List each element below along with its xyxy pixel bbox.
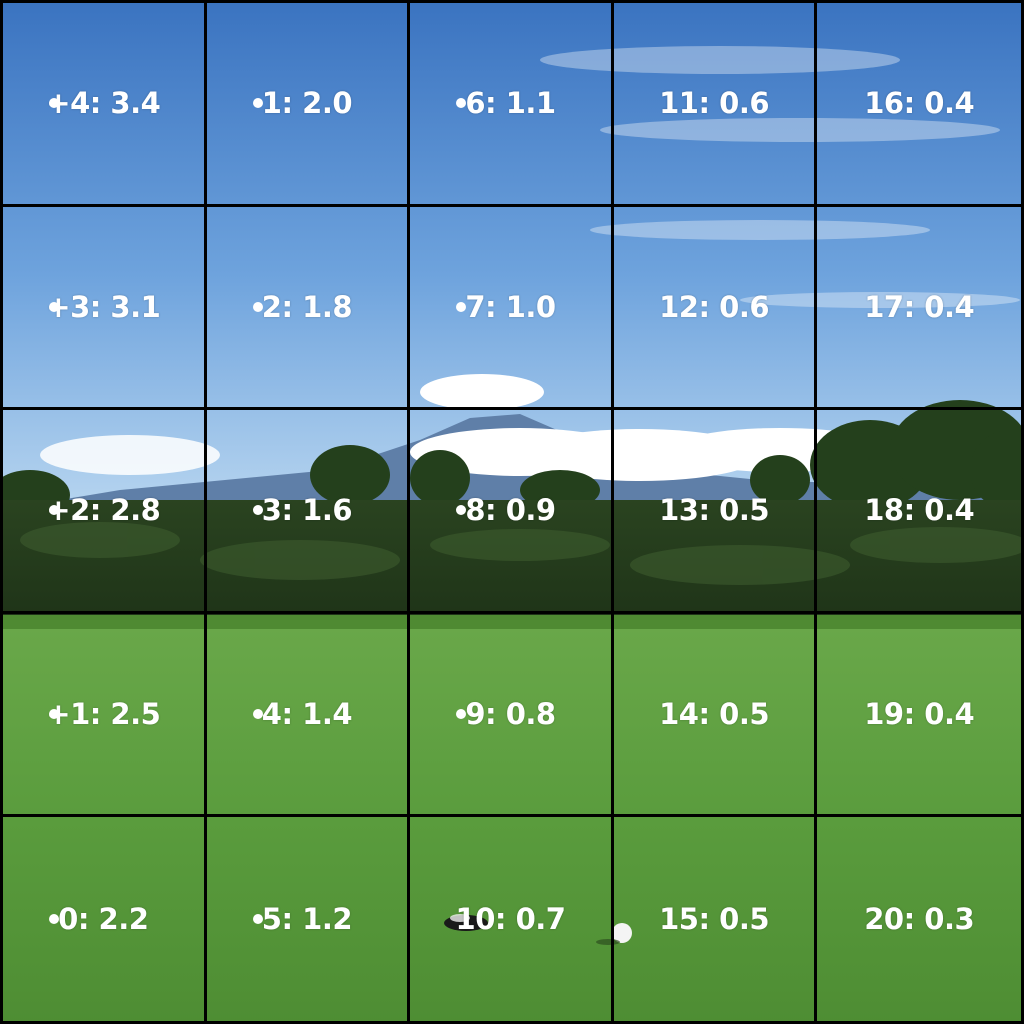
grid-cell: 15: 0.5 — [614, 817, 818, 1021]
grid-cell: 0: 2.2 — [3, 817, 207, 1021]
bullet-dot — [252, 98, 263, 109]
hedge-texture — [20, 522, 1024, 585]
cell-label: 15: 0.5 — [659, 902, 770, 937]
grid-cell: 5: 1.2 — [207, 817, 411, 1021]
cell-label: 4: 1.4 — [261, 697, 353, 732]
grid-cell: 2: 1.8 — [206, 206, 411, 411]
grid-cell: +1: 2.5 — [3, 613, 207, 818]
grid-cell: 7: 1.0 — [410, 206, 614, 411]
grid-cell: 1: 2.0 — [206, 3, 411, 207]
cell-label: 13: 0.5 — [659, 493, 770, 528]
grid-cell: 16: 0.4 — [817, 3, 1021, 207]
grid-cell: 19: 0.4 — [817, 614, 1021, 818]
cell-label: 7: 1.0 — [465, 289, 556, 324]
bullet-dot — [456, 709, 467, 720]
grid-cell: 20: 0.3 — [817, 817, 1021, 1021]
cell-label: 16: 0.4 — [864, 86, 975, 121]
cell-label: 6: 1.1 — [465, 86, 556, 121]
cell-label: 11: 0.6 — [659, 86, 770, 121]
cell-label: 19: 0.4 — [864, 697, 975, 732]
grid-cell: 17: 0.4 — [817, 207, 1021, 411]
wispy-clouds — [540, 46, 1020, 308]
cell-label: 20: 0.3 — [864, 902, 975, 937]
cell-label: 14: 0.5 — [659, 697, 770, 732]
putting-green — [0, 615, 1024, 1024]
bullet-dot — [49, 98, 59, 109]
cell-label: 8: 0.9 — [465, 493, 556, 528]
cell-label: 17: 0.4 — [864, 289, 975, 324]
grid-cell: 13: 0.5 — [613, 410, 818, 614]
bullet-dot — [252, 301, 263, 312]
cell-label: 9: 0.8 — [465, 697, 556, 732]
grid-cell: 12: 0.6 — [613, 206, 818, 411]
cell-label: 2: 1.8 — [261, 289, 353, 324]
cell-label: 1: 2.0 — [261, 86, 353, 121]
bullet-dot — [49, 709, 59, 720]
bullet-dot — [456, 505, 467, 516]
cell-label: 12: 0.6 — [659, 289, 770, 324]
cell-label: 5: 1.2 — [261, 902, 353, 937]
bullet-dot — [252, 914, 263, 925]
grid-cell: +4: 3.4 — [3, 3, 207, 207]
grid-cell: +3: 3.1 — [3, 206, 207, 411]
golf-ball — [612, 923, 632, 943]
grid-cell: 6: 1.1 — [410, 3, 614, 207]
cell-label: +1: 2.5 — [46, 697, 161, 732]
bullet-dot — [49, 301, 59, 312]
cell-label: +3: 3.1 — [46, 289, 161, 324]
cap-cloud — [420, 374, 544, 410]
grid-cell: +2: 2.8 — [3, 410, 207, 614]
grid-cell: 9: 0.8 — [410, 613, 614, 818]
cell-label: +4: 3.4 — [46, 86, 161, 121]
grid-cell: 4: 1.4 — [206, 613, 411, 818]
grid-cell: 18: 0.4 — [817, 410, 1021, 614]
grid-cell: 14: 0.5 — [613, 613, 818, 818]
bullet-dot — [252, 709, 263, 720]
cell-label: 18: 0.4 — [864, 493, 975, 528]
bullet-dot — [49, 505, 59, 516]
grid-cell: 8: 0.9 — [410, 410, 614, 614]
bullet-dot — [252, 505, 263, 516]
grid-cell: 10: 0.7 — [410, 817, 614, 1021]
cell-label: 3: 1.6 — [261, 493, 353, 528]
grid-cell: 11: 0.6 — [613, 3, 818, 207]
cell-label: +2: 2.8 — [46, 493, 161, 528]
grid-cell: 3: 1.6 — [206, 410, 411, 614]
bullet-dot — [456, 301, 467, 312]
bullet-dot — [49, 914, 59, 925]
cell-label: 0: 2.2 — [58, 902, 149, 937]
fringe — [0, 615, 1024, 629]
bullet-dot — [456, 98, 467, 109]
cell-label: 10: 0.7 — [455, 902, 566, 937]
